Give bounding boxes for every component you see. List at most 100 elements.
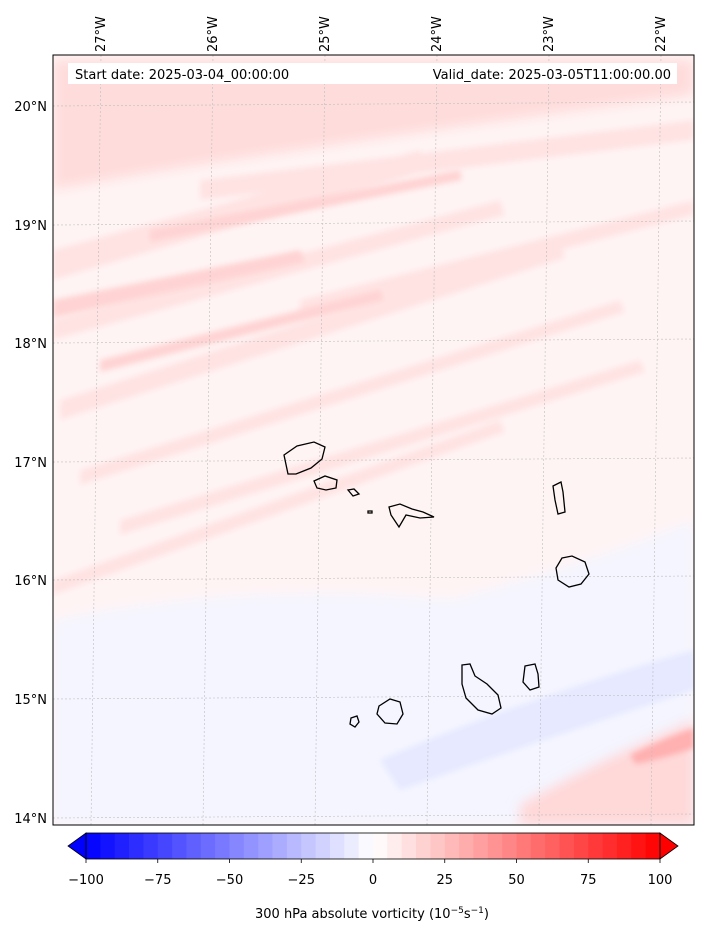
colorbar-tick-label: −100	[68, 873, 104, 888]
island-santa-luzia	[346, 488, 361, 497]
colorbar-swatch	[373, 833, 388, 859]
colorbar-tick-label: 75	[580, 873, 597, 888]
graticule	[53, 55, 694, 825]
colorbar-swatch	[344, 833, 360, 859]
colorbar: −100 −75 −50 −25 0 25 50 75 100	[67, 832, 679, 888]
colorbar-swatch	[229, 833, 245, 859]
map-frame	[52, 54, 695, 826]
colorbar-tick-label: 100	[648, 873, 673, 888]
island-sao-nicolau	[388, 503, 435, 529]
parallel-line	[53, 575, 694, 581]
latitude-tick-label: 17°N	[14, 456, 47, 471]
colorbar-tick-label: 25	[436, 873, 453, 888]
meridian-line	[90, 55, 102, 825]
parallel-line	[53, 338, 694, 344]
colorbar-swatch	[645, 833, 661, 859]
longitude-tick-label: 26°W	[206, 16, 221, 52]
latitude-tick-label: 16°N	[14, 574, 47, 589]
colorbar-tick-label: −50	[216, 873, 243, 888]
parallel-line	[53, 813, 694, 819]
colorbar-label: 300 hPa absolute vorticity (10−5s−1)	[255, 906, 489, 922]
colorbar-swatch	[502, 833, 517, 859]
longitude-tick-labels: 27°W 26°W 25°W 24°W 23°W 22°W	[94, 16, 669, 52]
colorbar-swatch	[430, 833, 446, 859]
colorbar-label-mid: s	[464, 907, 471, 922]
longitude-tick-label: 22°W	[654, 16, 669, 52]
colorbar-label-prefix: 300 hPa absolute vorticity (10	[255, 907, 451, 922]
colorbar-swatch	[473, 833, 489, 859]
island-sao-vicente	[313, 475, 338, 491]
colorbar-swatch	[616, 833, 632, 859]
colorbar-tick-label: 50	[508, 873, 525, 888]
colorbar-swatch	[444, 833, 460, 859]
parallel-line	[53, 101, 694, 107]
coastlines	[283, 441, 590, 728]
colorbar-swatch	[545, 833, 560, 859]
start-date-label: Start date: 2025-03-04_00:00:00	[75, 68, 289, 83]
valid-date-label: Valid_date: 2025-03-05T11:00:00.00	[433, 68, 671, 83]
colorbar-swatch	[329, 833, 345, 859]
colorbar-swatch	[286, 833, 302, 859]
colorbar-tick-label: −25	[288, 873, 315, 888]
colorbar-swatch	[272, 833, 288, 859]
latitude-tick-label: 20°N	[14, 100, 47, 115]
vorticity-negative-region	[53, 520, 694, 825]
colorbar-swatch	[157, 833, 173, 859]
colorbar-tick-label: 0	[369, 873, 377, 888]
longitude-tick-label: 27°W	[94, 16, 109, 52]
vorticity-maximum-core	[630, 728, 694, 764]
map-plot-area	[53, 55, 694, 825]
island-santiago	[461, 663, 502, 715]
colorbar-label-exp2: −1	[471, 906, 484, 916]
colorbar-swatch	[114, 833, 130, 859]
colorbar-swatch	[573, 833, 589, 859]
colorbar-swatch	[588, 833, 603, 859]
colorbar-swatch	[143, 833, 159, 859]
colorbar-swatch	[186, 833, 202, 859]
latitude-tick-labels: 20°N 19°N 18°N 17°N 16°N 15°N 14°N	[14, 100, 47, 827]
longitude-tick-label: 25°W	[318, 16, 333, 52]
latitude-tick-label: 14°N	[14, 812, 47, 827]
island-brava	[349, 715, 360, 728]
latitude-tick-label: 15°N	[14, 693, 47, 708]
longitude-tick-label: 24°W	[430, 16, 445, 52]
island-boa-vista	[555, 555, 590, 588]
colorbar-swatch	[487, 833, 503, 859]
latitude-tick-label: 19°N	[14, 219, 47, 234]
colorbar-swatch	[301, 833, 316, 859]
parallel-line	[53, 457, 694, 463]
parallel-line	[53, 220, 694, 226]
colorbar-swatch	[387, 833, 403, 859]
island-branco	[367, 510, 373, 514]
island-sal	[552, 481, 566, 515]
meridian-line	[314, 55, 326, 825]
island-santo-antao	[283, 441, 326, 475]
colorbar-tick-label: −75	[144, 873, 171, 888]
meridian-line	[538, 55, 550, 825]
island-maio	[522, 663, 540, 691]
colorbar-swatch	[530, 833, 546, 859]
colorbar-swatch	[200, 833, 216, 859]
colorbar-swatch	[243, 833, 259, 859]
colorbar-extend-low	[67, 832, 87, 860]
island-fogo	[376, 698, 404, 725]
parallel-line	[53, 694, 694, 700]
colorbar-label-suffix: )	[484, 907, 489, 922]
colorbar-swatch	[516, 833, 532, 859]
meridian-line	[426, 55, 438, 825]
vorticity-band-north	[53, 60, 694, 190]
latitude-tick-label: 18°N	[14, 337, 47, 352]
colorbar-swatch	[631, 833, 647, 859]
colorbar-swatch	[358, 833, 374, 859]
date-label-box	[68, 63, 677, 84]
meridian-line	[202, 55, 214, 825]
vorticity-streaks-strong	[53, 170, 462, 372]
vorticity-negative-streak	[380, 650, 694, 790]
colorbar-swatch	[602, 833, 618, 859]
colorbar-swatch	[459, 833, 474, 859]
colorbar-swatch	[258, 833, 273, 859]
meridian-line	[650, 55, 662, 825]
colorbar-swatch	[129, 833, 144, 859]
colorbar-extend-high	[659, 832, 679, 860]
colorbar-swatch	[559, 833, 575, 859]
